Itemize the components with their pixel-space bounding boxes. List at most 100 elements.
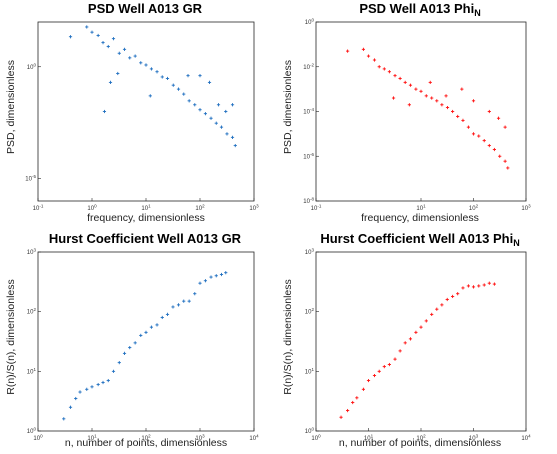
x-tick-label: 103 [469, 434, 479, 443]
data-point [78, 390, 82, 394]
data-point [471, 132, 476, 136]
data-point [198, 108, 202, 112]
data-point [111, 369, 116, 373]
data-point [461, 118, 465, 123]
data-point [492, 147, 496, 152]
y-tick-label: 102 [305, 307, 315, 316]
data-point [186, 74, 190, 78]
data-point [477, 134, 481, 138]
data-point [149, 325, 154, 329]
data-point [122, 47, 127, 51]
data-point [176, 303, 181, 307]
data-point [471, 99, 476, 103]
data-point [372, 373, 377, 378]
x-tick-label: 104 [521, 434, 531, 443]
data-point [225, 132, 229, 136]
x-axis-label: frequency, dimensionless [361, 212, 479, 224]
data-point [160, 315, 164, 320]
data-point [444, 94, 448, 98]
data-point [90, 30, 94, 34]
panel-hurst-phin: Hurst Coefficient Well A013 PhiN n, numb… [282, 231, 531, 449]
data-point [203, 279, 208, 283]
data-point [424, 319, 428, 323]
data-point [85, 387, 89, 391]
data-point [116, 71, 120, 76]
data-point [209, 275, 213, 279]
data-point [339, 415, 343, 419]
data-point [440, 303, 444, 307]
marks-layer [68, 25, 237, 148]
ticks-layer: 100 101 102 103 104 100 101 102 103 [27, 248, 259, 443]
data-point [393, 74, 397, 78]
data-point [128, 345, 132, 350]
data-point [506, 166, 510, 170]
x-tick-label: 102 [141, 434, 151, 443]
data-point [96, 33, 100, 38]
y-tick-label: 100 [27, 427, 37, 436]
data-point [214, 274, 218, 278]
plot-frame [315, 251, 527, 432]
title-text: Hurst Coefficient Well A013 Phi [320, 231, 513, 246]
marks-layer [339, 281, 496, 419]
x-tick-label: 102 [416, 434, 426, 443]
x-axis-label: frequency, dimensionless [87, 212, 205, 224]
data-point [351, 400, 355, 405]
title-subscript: N [513, 238, 520, 248]
x-tick-label: 101 [141, 204, 151, 213]
y-tick-label: 10-6 [303, 152, 314, 161]
y-axis-label: R(n)/S(n), dimensionless [282, 279, 294, 395]
chart-title: PSD Well A013 PhiN [359, 1, 480, 18]
plot-frame [315, 21, 527, 202]
y-tick-label: 10-4 [303, 107, 314, 116]
data-point [456, 114, 460, 119]
data-point [471, 285, 476, 289]
data-point [68, 35, 73, 39]
x-tick-label: 103 [249, 204, 259, 213]
data-point [101, 380, 105, 385]
data-point [101, 41, 105, 45]
data-point [155, 323, 159, 327]
data-point [377, 369, 381, 373]
data-point [398, 76, 402, 81]
data-point [144, 63, 148, 67]
data-point [407, 103, 411, 107]
data-point [207, 80, 212, 84]
data-point [430, 312, 434, 316]
y-tick-label: 10-8 [303, 197, 314, 206]
data-point [445, 297, 449, 302]
data-point [90, 385, 94, 389]
data-point [149, 67, 154, 71]
data-point [435, 307, 439, 311]
y-tick-label: 100 [305, 427, 315, 436]
y-tick-label: 101 [305, 367, 315, 376]
data-point [193, 103, 197, 107]
data-point [414, 330, 418, 334]
data-point [461, 286, 465, 290]
data-point [346, 49, 350, 53]
data-point [403, 341, 407, 345]
title-text: Hurst Coefficient Well A013 GR [49, 231, 242, 246]
data-point [230, 135, 235, 139]
y-tick-label: 101 [27, 367, 37, 376]
panel-psd-gr: PSD Well A013 GR frequency, dimensionles… [5, 1, 259, 224]
y-tick-label: 10-2 [303, 62, 314, 71]
data-point [96, 382, 100, 387]
y-tick-label: 10-5 [25, 174, 36, 183]
data-point [496, 116, 501, 120]
data-point [387, 70, 391, 74]
data-point [233, 143, 237, 148]
data-point [133, 341, 137, 345]
data-point [466, 125, 471, 129]
data-point [193, 292, 197, 296]
data-point [355, 396, 359, 400]
y-tick-label: 100 [305, 18, 315, 27]
data-point [139, 333, 143, 338]
data-point [128, 56, 132, 60]
chart-title: Hurst Coefficient Well A013 GR [49, 231, 242, 246]
data-point [182, 92, 186, 96]
x-tick-label: 100 [33, 434, 43, 443]
data-point [155, 70, 159, 74]
data-point [144, 330, 148, 334]
data-point [219, 125, 224, 129]
x-tick-label: 103 [521, 204, 531, 213]
